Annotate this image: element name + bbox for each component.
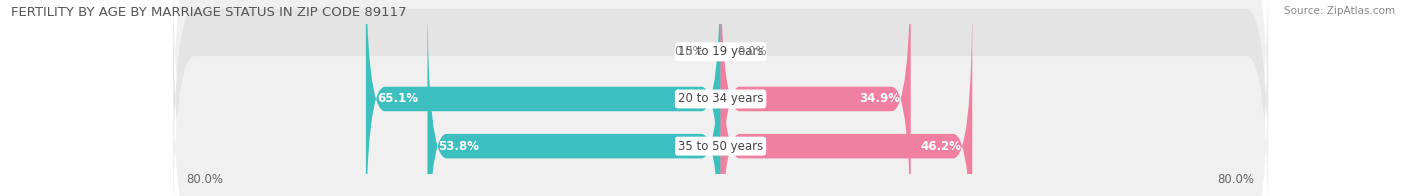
FancyBboxPatch shape: [173, 0, 1268, 196]
FancyBboxPatch shape: [173, 0, 1268, 150]
Text: 0.0%: 0.0%: [737, 45, 766, 58]
Text: 15 to 19 years: 15 to 19 years: [678, 45, 763, 58]
Text: 53.8%: 53.8%: [439, 140, 479, 153]
FancyBboxPatch shape: [366, 0, 721, 196]
Text: 34.9%: 34.9%: [859, 93, 900, 105]
Text: Source: ZipAtlas.com: Source: ZipAtlas.com: [1284, 6, 1395, 16]
FancyBboxPatch shape: [721, 0, 911, 196]
Text: 80.0%: 80.0%: [187, 173, 224, 187]
Text: 65.1%: 65.1%: [377, 93, 418, 105]
Text: 0.0%: 0.0%: [675, 45, 704, 58]
Text: 35 to 50 years: 35 to 50 years: [678, 140, 763, 153]
FancyBboxPatch shape: [427, 0, 721, 196]
Text: 20 to 34 years: 20 to 34 years: [678, 93, 763, 105]
FancyBboxPatch shape: [173, 48, 1268, 196]
Text: FERTILITY BY AGE BY MARRIAGE STATUS IN ZIP CODE 89117: FERTILITY BY AGE BY MARRIAGE STATUS IN Z…: [11, 6, 406, 19]
Text: 80.0%: 80.0%: [1218, 173, 1254, 187]
FancyBboxPatch shape: [721, 0, 973, 196]
Text: 46.2%: 46.2%: [921, 140, 962, 153]
